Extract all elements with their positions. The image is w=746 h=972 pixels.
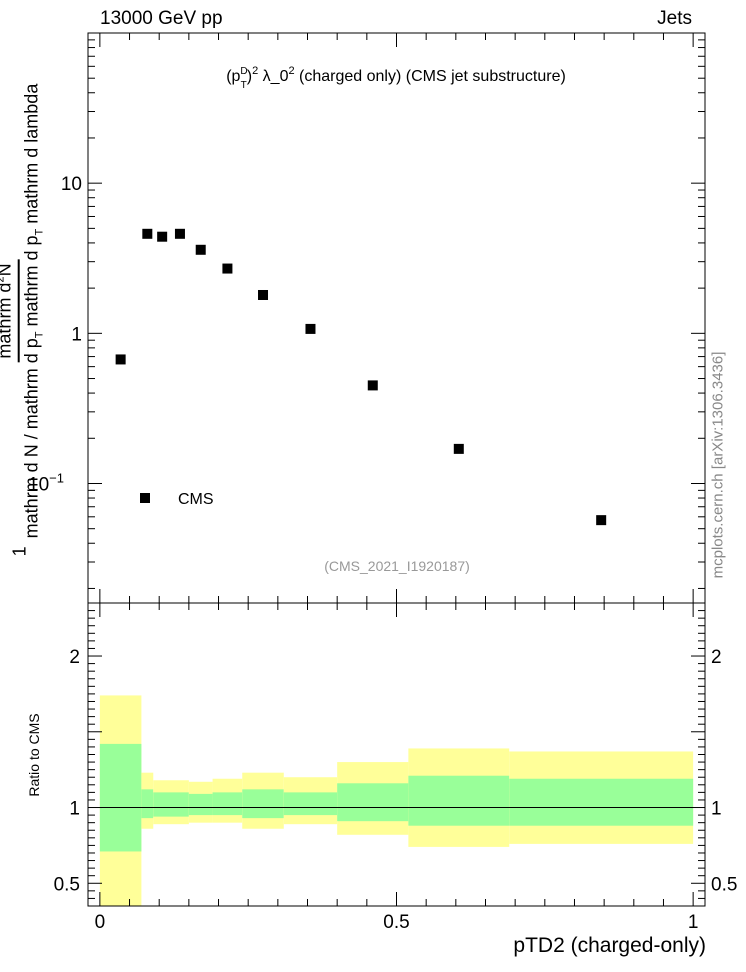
data-points xyxy=(115,228,607,526)
data-point xyxy=(195,244,206,255)
ratio-y-tick-label-right: 1 xyxy=(711,799,722,820)
y-label-fraction: mathrm d2N mathrm d N / mathrm d pT math… xyxy=(0,80,45,543)
data-point xyxy=(258,289,269,300)
legend-marker xyxy=(140,493,150,503)
analysis-tag: (CMS_2021_I1920187) xyxy=(324,558,470,574)
data-point xyxy=(367,380,378,391)
inner-band xyxy=(99,743,142,852)
data-point xyxy=(596,515,607,526)
main-panel xyxy=(87,32,706,604)
x-tick-label: 0.5 xyxy=(383,912,409,933)
inner-band xyxy=(188,793,213,816)
inner-band xyxy=(283,792,338,816)
process-label: Jets xyxy=(657,8,692,29)
ratio-tick-labels: 2 2 1 1 0.5 0.5 0 0.5 1 xyxy=(54,647,738,933)
x-tick-label: 0 xyxy=(95,912,106,933)
data-point xyxy=(115,354,126,365)
x-axis-label: pTD2 (charged-only) xyxy=(513,934,706,957)
main-axis-ticks xyxy=(88,32,705,603)
ratio-y-tick-label-left: 0.5 xyxy=(54,874,80,895)
data-point xyxy=(157,231,168,242)
data-point xyxy=(453,443,464,454)
main-y-tick-labels: 10 1 10−1 xyxy=(28,174,82,495)
ratio-y-tick-label-right: 0.5 xyxy=(711,874,737,895)
legend-label: CMS xyxy=(178,491,214,508)
inner-band xyxy=(408,775,510,826)
inner-band xyxy=(212,792,243,816)
source-credit: mcplots.cern.ch [arXiv:1306.3436] xyxy=(709,351,727,579)
main-frame xyxy=(87,32,706,604)
y-tick-label: 1 xyxy=(71,324,82,345)
y-label-denominator: mathrm d N / mathrm d pT mathrm d pT mat… xyxy=(21,83,46,539)
x-tick-label: 1 xyxy=(688,912,699,933)
y-tick-label: 10 xyxy=(61,174,82,195)
y-tick-label: 10−1 xyxy=(28,470,64,495)
y-label-one: 1 xyxy=(9,546,30,557)
ratio-bands xyxy=(99,695,694,906)
energy-label: 13000 GeV pp xyxy=(100,8,223,29)
inner-band xyxy=(141,789,154,819)
inner-band xyxy=(242,789,284,819)
ratio-y-tick-label-left: 1 xyxy=(69,799,80,820)
inner-band xyxy=(509,778,694,826)
data-point xyxy=(142,228,153,239)
inner-band xyxy=(153,792,189,817)
ratio-axis-ticks xyxy=(88,602,705,906)
data-point xyxy=(174,228,185,239)
ratio-y-tick-label-right: 2 xyxy=(711,647,722,668)
main-y-axis-label: 1 mathrm d2N mathrm d N / mathrm d pT ma… xyxy=(0,80,45,557)
data-point xyxy=(305,323,316,334)
plot-title: (pD T)2 λ_02 (charged only) (CMS jet subs… xyxy=(226,65,566,91)
ratio-y-tick-label-left: 2 xyxy=(69,647,80,668)
inner-band xyxy=(337,783,409,822)
y-label-numerator: mathrm d2N xyxy=(0,259,20,363)
ratio-y-axis-label: Ratio to CMS xyxy=(26,713,42,797)
data-point xyxy=(222,263,233,274)
